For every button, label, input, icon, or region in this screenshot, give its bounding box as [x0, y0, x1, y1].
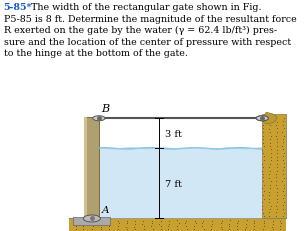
- Bar: [73, 217, 110, 225]
- Wedge shape: [262, 113, 277, 125]
- Text: 5-85*: 5-85*: [4, 3, 32, 12]
- Text: 3 ft: 3 ft: [165, 129, 181, 138]
- Bar: [262, 115, 286, 219]
- Text: B: B: [101, 104, 109, 114]
- Bar: [99, 149, 262, 219]
- Bar: [84, 118, 87, 219]
- Bar: [84, 118, 99, 219]
- Bar: [69, 219, 286, 231]
- Bar: [99, 119, 262, 149]
- Circle shape: [93, 116, 105, 121]
- Text: A: A: [102, 205, 110, 214]
- Circle shape: [256, 116, 268, 121]
- Text: 7 ft: 7 ft: [165, 179, 181, 188]
- Circle shape: [83, 215, 100, 222]
- Text: The width of the rectangular gate shown in Fig.
P5-85 is 8 ft. Determine the mag: The width of the rectangular gate shown …: [4, 3, 297, 58]
- Circle shape: [256, 116, 268, 121]
